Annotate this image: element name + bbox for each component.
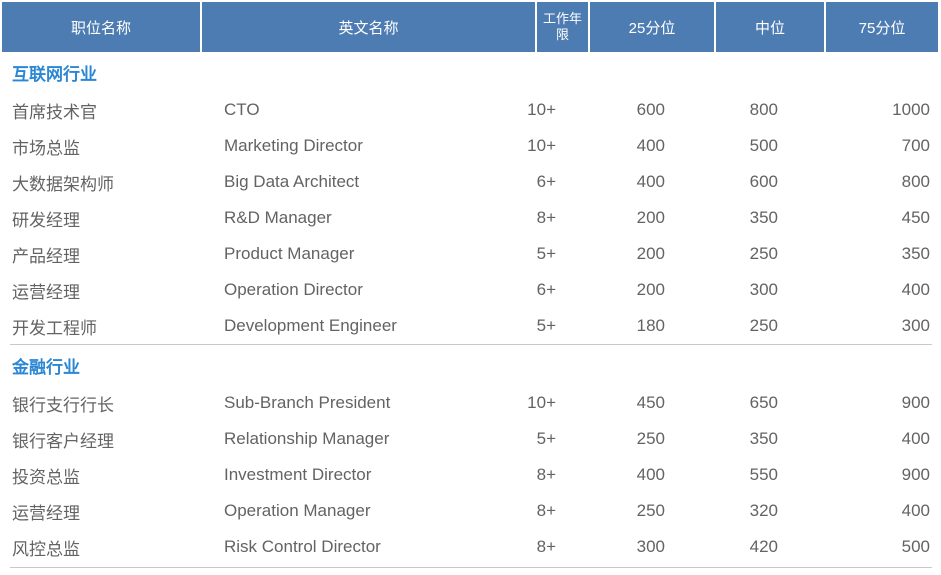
header-position-en: 英文名称 bbox=[200, 2, 535, 52]
work-years: 8+ bbox=[536, 501, 556, 520]
position-en: Product Manager bbox=[224, 244, 355, 263]
position-cn: 投资总监 bbox=[12, 467, 80, 487]
median-value: 420 bbox=[749, 537, 778, 556]
p25-value: 250 bbox=[636, 501, 665, 520]
work-years: 10+ bbox=[527, 100, 556, 119]
section-finance: 金融行业 银行支行行长 Sub-Branch President 10+ 450… bbox=[2, 345, 938, 565]
p75-value: 900 bbox=[901, 465, 930, 484]
position-cn: 运营经理 bbox=[12, 503, 80, 523]
p25-value: 200 bbox=[636, 280, 665, 299]
position-en: Investment Director bbox=[224, 465, 372, 484]
p25-value: 400 bbox=[636, 465, 665, 484]
table-row: 运营经理 Operation Manager 8+ 250 320 400 bbox=[2, 493, 938, 529]
median-value: 300 bbox=[749, 280, 778, 299]
section-title: 金融行业 bbox=[12, 357, 80, 377]
p75-value: 400 bbox=[901, 429, 930, 448]
header-median: 中位 bbox=[714, 2, 824, 52]
p75-value: 900 bbox=[901, 393, 930, 412]
p75-value: 700 bbox=[901, 136, 930, 155]
table-row: 开发工程师 Development Engineer 5+ 180 250 30… bbox=[2, 308, 938, 344]
p75-value: 300 bbox=[901, 316, 930, 335]
p75-value: 400 bbox=[901, 501, 930, 520]
median-value: 350 bbox=[749, 429, 778, 448]
p25-value: 300 bbox=[636, 537, 665, 556]
table-row: 投资总监 Investment Director 8+ 400 550 900 bbox=[2, 457, 938, 493]
table-row: 市场总监 Marketing Director 10+ 400 500 700 bbox=[2, 128, 938, 164]
bottom-divider bbox=[10, 567, 932, 568]
work-years: 10+ bbox=[527, 136, 556, 155]
position-cn: 开发工程师 bbox=[12, 318, 97, 338]
p75-value: 450 bbox=[901, 208, 930, 227]
position-cn: 研发经理 bbox=[12, 210, 80, 230]
table-row: 大数据架构师 Big Data Architect 6+ 400 600 800 bbox=[2, 164, 938, 200]
median-value: 800 bbox=[749, 100, 778, 119]
work-years: 6+ bbox=[536, 280, 556, 299]
position-en: Risk Control Director bbox=[224, 537, 381, 556]
header-p25: 25分位 bbox=[588, 2, 714, 52]
work-years: 5+ bbox=[536, 429, 556, 448]
work-years: 5+ bbox=[536, 316, 556, 335]
position-en: Operation Director bbox=[224, 280, 363, 299]
table-row: 产品经理 Product Manager 5+ 200 250 350 bbox=[2, 236, 938, 272]
p25-value: 200 bbox=[636, 244, 665, 263]
position-en: CTO bbox=[224, 100, 260, 119]
p75-value: 400 bbox=[901, 280, 930, 299]
position-cn: 银行支行行长 bbox=[12, 395, 114, 415]
section-divider bbox=[10, 344, 932, 345]
header-work-years: 工作年限 bbox=[535, 2, 588, 52]
p25-value: 400 bbox=[636, 136, 665, 155]
table-row: 风控总监 Risk Control Director 8+ 300 420 50… bbox=[2, 529, 938, 565]
work-years: 8+ bbox=[536, 537, 556, 556]
median-value: 350 bbox=[749, 208, 778, 227]
median-value: 250 bbox=[749, 316, 778, 335]
median-value: 650 bbox=[749, 393, 778, 412]
position-cn: 大数据架构师 bbox=[12, 174, 114, 194]
position-en: Operation Manager bbox=[224, 501, 371, 520]
p25-value: 400 bbox=[636, 172, 665, 191]
position-en: Development Engineer bbox=[224, 316, 397, 335]
work-years: 5+ bbox=[536, 244, 556, 263]
table-row: 研发经理 R&D Manager 8+ 200 350 450 bbox=[2, 200, 938, 236]
header-position-cn: 职位名称 bbox=[70, 19, 131, 37]
position-cn: 产品经理 bbox=[12, 246, 80, 266]
table-row: 运营经理 Operation Director 6+ 200 300 400 bbox=[2, 272, 938, 308]
section-title: 互联网行业 bbox=[12, 64, 97, 84]
median-value: 250 bbox=[749, 244, 778, 263]
position-en: R&D Manager bbox=[224, 208, 332, 227]
position-cn: 风控总监 bbox=[12, 539, 80, 559]
p75-value: 350 bbox=[901, 244, 930, 263]
p25-value: 250 bbox=[636, 429, 665, 448]
p25-value: 450 bbox=[636, 393, 665, 412]
table-row: 银行支行行长 Sub-Branch President 10+ 450 650 … bbox=[2, 385, 938, 421]
p75-value: 500 bbox=[901, 537, 930, 556]
p25-value: 200 bbox=[636, 208, 665, 227]
position-en: Big Data Architect bbox=[224, 172, 360, 191]
position-en: Sub-Branch President bbox=[224, 393, 391, 412]
median-value: 550 bbox=[749, 465, 778, 484]
position-cn: 市场总监 bbox=[12, 138, 80, 158]
table-row: 首席技术官 CTO 10+ 600 800 1000 bbox=[2, 92, 938, 128]
work-years: 8+ bbox=[536, 465, 556, 484]
table-header: 职位名称 英文名称 工作年限 25分位 中位 75分位 bbox=[2, 2, 938, 52]
work-years: 6+ bbox=[536, 172, 556, 191]
position-cn: 银行客户经理 bbox=[12, 431, 114, 451]
median-value: 320 bbox=[749, 501, 778, 520]
p75-value: 800 bbox=[901, 172, 930, 191]
p25-value: 600 bbox=[636, 100, 665, 119]
p25-value: 180 bbox=[636, 316, 665, 335]
position-cn: 首席技术官 bbox=[12, 102, 97, 122]
work-years: 10+ bbox=[527, 393, 556, 412]
position-en: Relationship Manager bbox=[224, 429, 390, 448]
position-cn: 运营经理 bbox=[12, 282, 80, 302]
p75-value: 1000 bbox=[892, 100, 930, 119]
header-p75: 75分位 bbox=[824, 2, 938, 52]
position-en: Marketing Director bbox=[224, 136, 363, 155]
work-years: 8+ bbox=[536, 208, 556, 227]
median-value: 500 bbox=[749, 136, 778, 155]
median-value: 600 bbox=[749, 172, 778, 191]
salary-table: 职位名称 英文名称 工作年限 25分位 中位 75分位 互联网行业 首席技术官 … bbox=[2, 2, 938, 568]
section-internet: 互联网行业 首席技术官 CTO 10+ 600 800 1000 市场总监 Ma… bbox=[2, 52, 938, 344]
table-row: 银行客户经理 Relationship Manager 5+ 250 350 4… bbox=[2, 421, 938, 457]
